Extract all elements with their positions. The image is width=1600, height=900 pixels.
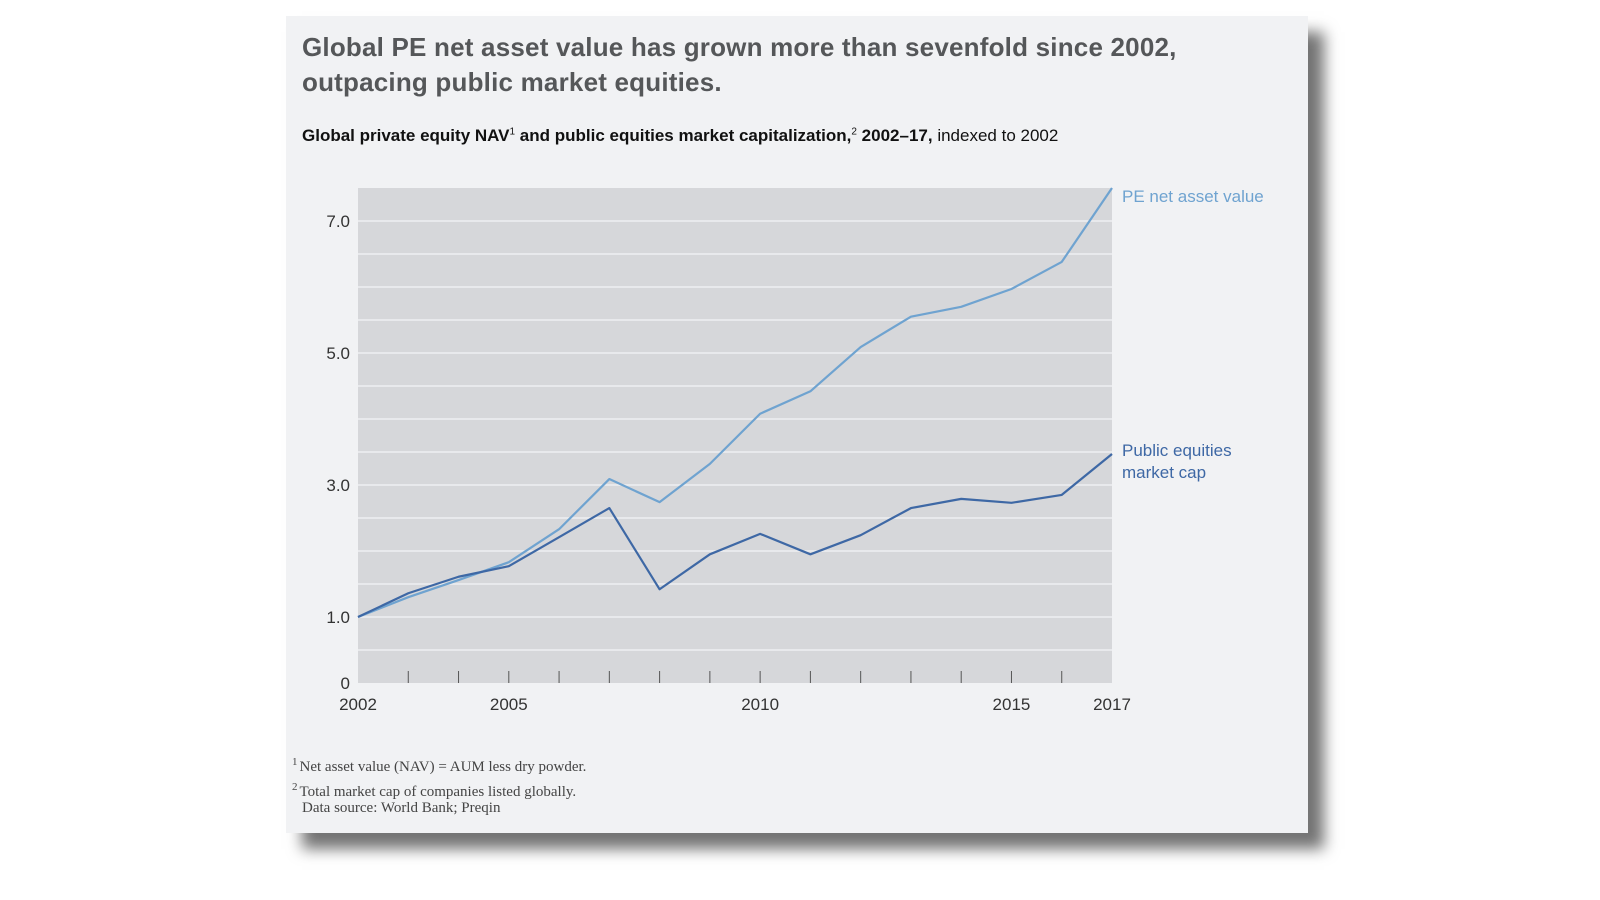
series-label: Public equities [1122, 441, 1232, 460]
y-tick-label: 3.0 [326, 476, 350, 495]
y-tick-label: 1.0 [326, 608, 350, 627]
footnotes: 1 Net asset value (NAV) = AUM less dry po… [292, 752, 586, 802]
chart-subtitle: Global private equity NAV1 and public eq… [302, 126, 1058, 146]
subtitle-part2: and public equities market capitalizatio… [515, 126, 852, 145]
subtitle-sup1: 1 [509, 126, 516, 138]
footnote-2-text: Total market cap of companies listed glo… [299, 784, 577, 800]
line-chart: 0 1.0 3.0 5.0 7.0 2002 2005 2010 2015 2017 PE net … [326, 187, 1264, 714]
y-tick-label: 7.0 [326, 212, 350, 231]
x-tick-label: 2015 [993, 695, 1031, 714]
footnote-2-num: 2 [292, 781, 298, 793]
subtitle-part4: indexed to 2002 [932, 126, 1059, 145]
data-source: Data source: World Bank; Preqin [302, 800, 501, 816]
x-tick-label: 2005 [490, 695, 528, 714]
x-tick-label: 2002 [339, 695, 377, 714]
chart-card: Global PE net asset value has grown more… [286, 16, 1308, 833]
y-tick-label: 5.0 [326, 344, 350, 363]
subtitle-sup2: 2 [851, 126, 857, 138]
y-tick-label: 0 [341, 674, 350, 693]
footnote-2: 2 Total market cap of companies listed gl… [292, 777, 586, 802]
series-label: market cap [1122, 463, 1206, 482]
subtitle-part1: Global private equity NAV [302, 126, 510, 145]
footnote-1-text: Net asset value (NAV) = AUM less dry pow… [299, 759, 587, 775]
chart-title: Global PE net asset value has grown more… [302, 32, 1177, 97]
series-label: PE net asset value [1122, 187, 1264, 206]
x-tick-label: 2010 [741, 695, 779, 714]
footnote-1: 1 Net asset value (NAV) = AUM less dry po… [292, 752, 586, 777]
footnote-1-num: 1 [292, 756, 298, 768]
x-tick-label: 2017 [1093, 695, 1131, 714]
subtitle-part3: 2002–17, [856, 126, 933, 145]
plot-background [358, 188, 1112, 683]
series-line-public-equities [357, 453, 1113, 618]
